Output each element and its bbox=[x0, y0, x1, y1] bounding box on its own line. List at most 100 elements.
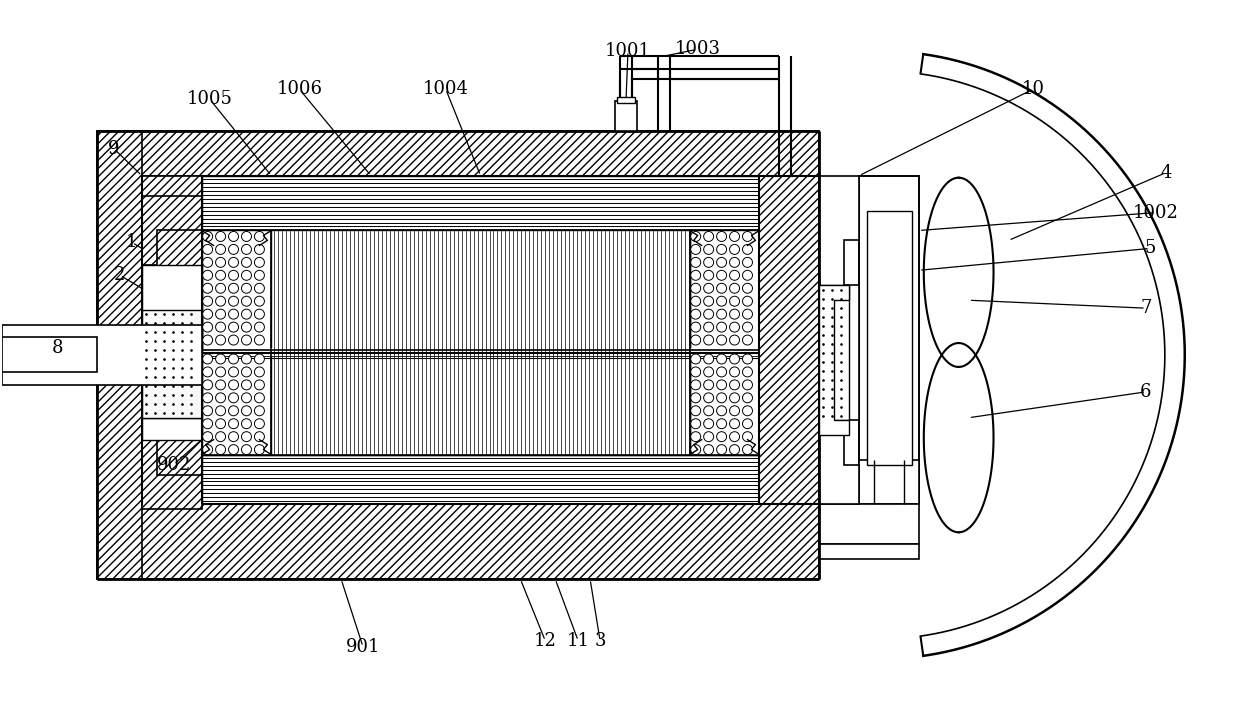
Circle shape bbox=[703, 270, 714, 280]
Circle shape bbox=[691, 270, 701, 280]
Circle shape bbox=[242, 244, 252, 254]
Text: 7: 7 bbox=[1141, 299, 1152, 317]
Circle shape bbox=[254, 309, 264, 319]
Bar bbox=[2, 337, 97, 372]
Circle shape bbox=[216, 258, 226, 268]
Circle shape bbox=[254, 393, 264, 403]
Bar bbox=[202, 176, 759, 230]
Bar bbox=[618, 97, 635, 103]
Circle shape bbox=[729, 445, 739, 455]
Bar bbox=[689, 230, 759, 355]
Circle shape bbox=[216, 270, 226, 280]
Circle shape bbox=[717, 309, 727, 319]
Circle shape bbox=[228, 419, 238, 429]
Circle shape bbox=[717, 232, 727, 241]
Polygon shape bbox=[820, 285, 849, 435]
Text: 1005: 1005 bbox=[187, 90, 233, 108]
Circle shape bbox=[703, 393, 714, 403]
Circle shape bbox=[242, 419, 252, 429]
Circle shape bbox=[717, 354, 727, 364]
Circle shape bbox=[703, 419, 714, 429]
Circle shape bbox=[228, 406, 238, 416]
Circle shape bbox=[228, 393, 238, 403]
Circle shape bbox=[729, 309, 739, 319]
Circle shape bbox=[216, 309, 226, 319]
Text: 5: 5 bbox=[1145, 239, 1156, 258]
Circle shape bbox=[729, 322, 739, 332]
Circle shape bbox=[202, 322, 212, 332]
Circle shape bbox=[254, 335, 264, 345]
Circle shape bbox=[216, 297, 226, 306]
Circle shape bbox=[717, 322, 727, 332]
Bar bbox=[202, 455, 759, 504]
Bar bbox=[867, 210, 911, 465]
Circle shape bbox=[703, 380, 714, 390]
Circle shape bbox=[729, 406, 739, 416]
Circle shape bbox=[216, 431, 226, 442]
Circle shape bbox=[703, 431, 714, 442]
Circle shape bbox=[202, 309, 212, 319]
Circle shape bbox=[703, 367, 714, 377]
Bar bbox=[859, 460, 919, 504]
Circle shape bbox=[242, 393, 252, 403]
Text: 1: 1 bbox=[126, 234, 138, 251]
Polygon shape bbox=[141, 196, 202, 265]
Bar bbox=[141, 265, 202, 353]
Circle shape bbox=[729, 380, 739, 390]
Circle shape bbox=[743, 322, 753, 332]
Circle shape bbox=[254, 431, 264, 442]
Circle shape bbox=[216, 393, 226, 403]
Circle shape bbox=[717, 270, 727, 280]
Circle shape bbox=[202, 431, 212, 442]
Circle shape bbox=[228, 297, 238, 306]
Circle shape bbox=[228, 335, 238, 345]
Circle shape bbox=[691, 322, 701, 332]
Circle shape bbox=[717, 367, 727, 377]
Circle shape bbox=[717, 258, 727, 268]
Polygon shape bbox=[141, 176, 202, 504]
Text: 3: 3 bbox=[594, 632, 606, 650]
Circle shape bbox=[729, 244, 739, 254]
Text: 12: 12 bbox=[534, 632, 557, 650]
Circle shape bbox=[202, 258, 212, 268]
Circle shape bbox=[228, 232, 238, 241]
Circle shape bbox=[703, 232, 714, 241]
Circle shape bbox=[202, 335, 212, 345]
Circle shape bbox=[717, 297, 727, 306]
Bar bbox=[2, 325, 202, 385]
Circle shape bbox=[703, 406, 714, 416]
Circle shape bbox=[216, 322, 226, 332]
Circle shape bbox=[254, 354, 264, 364]
Circle shape bbox=[254, 297, 264, 306]
Circle shape bbox=[717, 335, 727, 345]
Circle shape bbox=[691, 367, 701, 377]
Circle shape bbox=[216, 244, 226, 254]
Polygon shape bbox=[141, 440, 202, 510]
Circle shape bbox=[703, 335, 714, 345]
Text: 2: 2 bbox=[114, 266, 125, 285]
Circle shape bbox=[691, 297, 701, 306]
Circle shape bbox=[691, 445, 701, 455]
Circle shape bbox=[743, 419, 753, 429]
Circle shape bbox=[254, 322, 264, 332]
Circle shape bbox=[202, 232, 212, 241]
Circle shape bbox=[729, 258, 739, 268]
Circle shape bbox=[216, 232, 226, 241]
Circle shape bbox=[242, 335, 252, 345]
Circle shape bbox=[242, 270, 252, 280]
Bar bbox=[820, 544, 919, 559]
Circle shape bbox=[254, 380, 264, 390]
Circle shape bbox=[202, 244, 212, 254]
Circle shape bbox=[691, 406, 701, 416]
Circle shape bbox=[228, 354, 238, 364]
Circle shape bbox=[717, 244, 727, 254]
Text: 6: 6 bbox=[1140, 383, 1152, 401]
Text: 1002: 1002 bbox=[1133, 203, 1179, 222]
Circle shape bbox=[202, 354, 212, 364]
Circle shape bbox=[216, 445, 226, 455]
Circle shape bbox=[743, 309, 753, 319]
Circle shape bbox=[228, 431, 238, 442]
Circle shape bbox=[228, 309, 238, 319]
Circle shape bbox=[228, 380, 238, 390]
Circle shape bbox=[743, 393, 753, 403]
